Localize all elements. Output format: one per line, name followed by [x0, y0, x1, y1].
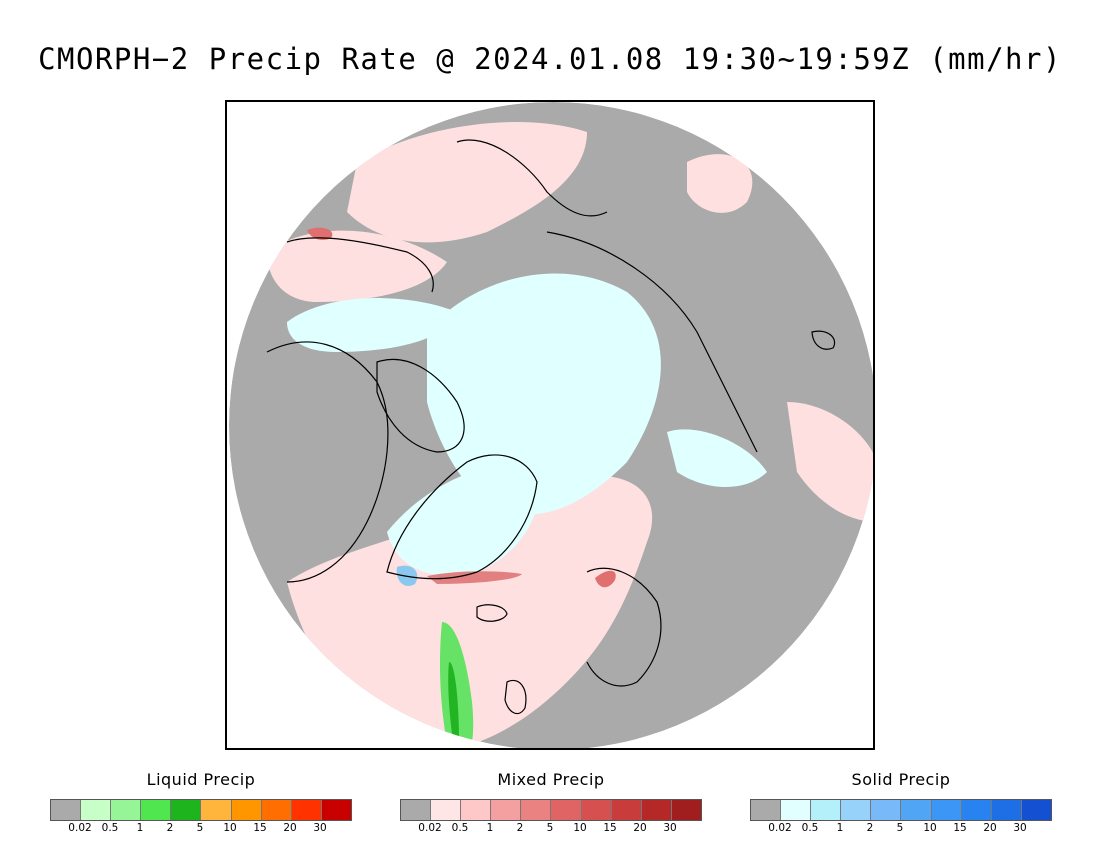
legend-swatch	[51, 800, 82, 820]
legend-tick-label: 15	[953, 822, 967, 834]
solid-precip-region-pacific	[287, 298, 457, 352]
coastlines	[266, 139, 836, 715]
legend-swatch	[231, 800, 262, 820]
legend-swatch	[491, 800, 522, 820]
legend-liquid: Liquid Precip 0.02 0.5 1 2 5 10 15 20 30	[50, 770, 352, 836]
legend-swatch	[321, 800, 351, 820]
coastline-scandinavia	[586, 567, 662, 687]
legend-swatch	[581, 800, 612, 820]
legend-liquid-title: Liquid Precip	[146, 770, 256, 789]
legend-tick-label: 1	[486, 822, 494, 834]
legend-swatch	[171, 800, 202, 820]
coastline-canadian-archipelago	[376, 358, 465, 453]
coastline-greenland	[386, 454, 538, 580]
legend-tick-label: 10	[223, 822, 237, 834]
legend-swatch	[401, 800, 432, 820]
legend-swatch	[961, 800, 992, 820]
mixed-precip-region-atlantic	[287, 475, 652, 748]
legend-tick-label: 2	[516, 822, 524, 834]
coastline-north-america	[266, 341, 389, 583]
mixed-precip-spot-northwest	[307, 227, 333, 240]
polar-precip-map	[227, 102, 873, 748]
legend-solid-colorbar	[750, 799, 1052, 821]
mixed-precip-region-north	[347, 122, 587, 243]
legend-tick-label: 20	[633, 822, 647, 834]
legend-tick-label: 0.5	[451, 822, 469, 834]
legend-tick-label: 15	[253, 822, 267, 834]
legend-mixed-ticks: 0.02 0.5 1 2 5 10 15 20 30	[400, 822, 702, 836]
legend-mixed-colorbar	[400, 799, 702, 821]
legend-tick-label: 10	[923, 822, 937, 834]
legend-tick-label: 0.5	[101, 822, 119, 834]
legend-tick-label: 2	[866, 822, 874, 834]
legend-swatch	[611, 800, 642, 820]
legend-tick-label: 2	[166, 822, 174, 834]
legend-tick-label: 0.5	[801, 822, 819, 834]
legend-tick-label: 15	[603, 822, 617, 834]
legend-swatch	[871, 800, 902, 820]
coastline-caspian	[811, 330, 836, 350]
legend-solid-ticks: 0.02 0.5 1 2 5 10 15 20 30	[750, 822, 1052, 836]
liquid-precip-band	[440, 622, 474, 748]
legend-swatch	[931, 800, 962, 820]
liquid-precip-core	[448, 662, 459, 742]
legend-tick-label: 20	[983, 822, 997, 834]
legend-tick-label: 30	[1013, 822, 1027, 834]
legend-tick-label: 10	[573, 822, 587, 834]
legend-swatch	[431, 800, 462, 820]
legend-tick-label: 0.02	[68, 822, 92, 834]
coastline-british-isles	[504, 679, 527, 715]
legend-swatch	[521, 800, 552, 820]
legend-mixed-title: Mixed Precip	[497, 770, 605, 789]
legend-swatch	[291, 800, 322, 820]
legend-tick-label: 30	[663, 822, 677, 834]
coastline-siberia	[546, 231, 758, 453]
legend-swatch	[1021, 800, 1051, 820]
solid-precip-region-greenland	[387, 465, 540, 576]
legend-swatch	[991, 800, 1022, 820]
map-title: CMORPH−2 Precip Rate @ 2024.01.08 19:30~…	[38, 42, 1062, 76]
legend-tick-label: 1	[136, 822, 144, 834]
legend-swatch	[141, 800, 172, 820]
legend-liquid-ticks: 0.02 0.5 1 2 5 10 15 20 30	[50, 822, 352, 836]
legend-tick-label: 30	[313, 822, 327, 834]
legend-swatch	[641, 800, 672, 820]
solid-precip-region-arctic	[427, 273, 661, 515]
legend-swatch	[671, 800, 701, 820]
legend-swatch	[201, 800, 232, 820]
legend-tick-label: 0.02	[768, 822, 792, 834]
legend-tick-label: 0.02	[418, 822, 442, 834]
legend-swatch	[551, 800, 582, 820]
legend-tick-label: 5	[196, 822, 204, 834]
mixed-precip-region-east	[787, 402, 873, 522]
legend-mixed: Mixed Precip 0.02 0.5 1 2 5 10 15 20 30	[400, 770, 702, 836]
legend-swatch	[811, 800, 842, 820]
legend-tick-label: 20	[283, 822, 297, 834]
legend-swatch	[751, 800, 782, 820]
coastline-russia-north	[456, 139, 608, 217]
mixed-precip-region-northwest	[267, 230, 447, 302]
legend-tick-label: 5	[896, 822, 904, 834]
legend-swatch	[81, 800, 112, 820]
legend-swatch	[111, 800, 142, 820]
legend-liquid-colorbar	[50, 799, 352, 821]
legend-swatch	[261, 800, 292, 820]
mixed-precip-band-greenland-south	[427, 571, 522, 584]
legend-swatch	[901, 800, 932, 820]
mixed-precip-region-northeast	[687, 154, 753, 213]
coastline-alaska	[286, 237, 434, 293]
solid-precip-region-siberia	[667, 429, 767, 487]
legend-swatch	[781, 800, 812, 820]
legend-tick-label: 5	[546, 822, 554, 834]
legend-tick-label: 1	[836, 822, 844, 834]
legend-swatch	[461, 800, 492, 820]
mixed-precip-spot-norway	[595, 570, 616, 588]
map-frame	[225, 100, 875, 750]
legend-solid: Solid Precip 0.02 0.5 1 2 5 10 15 20 30	[750, 770, 1052, 836]
legend-solid-title: Solid Precip	[851, 770, 951, 789]
legend-swatch	[841, 800, 872, 820]
coastline-iceland	[476, 604, 508, 622]
